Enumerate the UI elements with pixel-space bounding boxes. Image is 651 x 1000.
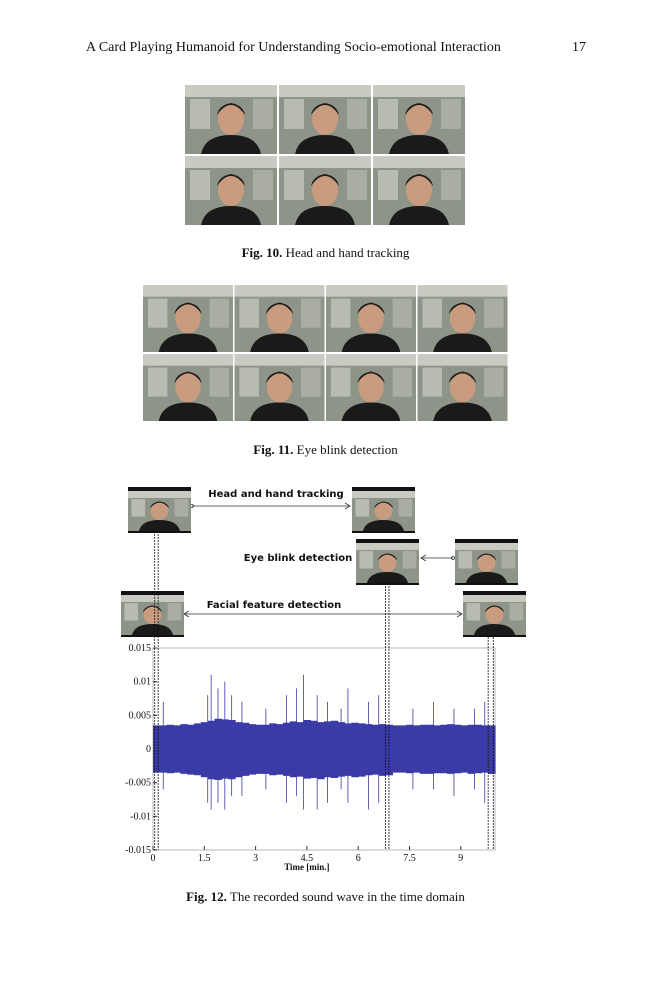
annotation: Facial feature detection xyxy=(207,600,342,611)
y-tick-label: 0.01 xyxy=(134,677,152,688)
photo xyxy=(185,156,277,225)
fig-caption: Eye blink detection xyxy=(296,442,398,457)
annotation: Head and hand tracking xyxy=(208,489,343,500)
fig10-photos xyxy=(185,85,465,225)
x-tick-label: 4.5 xyxy=(301,853,314,864)
page-number: 17 xyxy=(572,40,586,55)
photo xyxy=(234,285,325,352)
photo xyxy=(234,354,325,421)
photo xyxy=(463,595,526,635)
y-tick-label: 0.015 xyxy=(129,643,152,654)
photo xyxy=(373,85,465,154)
x-tick-label: 0 xyxy=(151,853,156,864)
x-tick-label: 3 xyxy=(253,853,258,864)
y-tick-label: -0.01 xyxy=(130,811,151,822)
photo xyxy=(417,354,508,421)
photo xyxy=(143,285,233,352)
photo xyxy=(143,354,233,421)
x-axis-label: Time [min.] xyxy=(284,862,329,872)
thumbnails xyxy=(121,487,526,637)
y-tick-label: -0.015 xyxy=(125,845,151,856)
x-tick-label: 9 xyxy=(458,853,463,864)
photo xyxy=(279,156,371,225)
photo xyxy=(121,595,184,635)
photo xyxy=(326,354,416,421)
annotation: Eye blink detection xyxy=(244,553,353,564)
x-tick-label: 7.5 xyxy=(403,853,416,864)
fig-label: Fig. 12. xyxy=(186,889,227,904)
y-tick-label: -0.005 xyxy=(125,778,151,789)
fig-caption: Head and hand tracking xyxy=(285,245,410,260)
fig-label: Fig. 10. xyxy=(241,245,283,260)
photo xyxy=(185,85,277,154)
photo xyxy=(352,491,415,531)
photo xyxy=(326,285,416,352)
x-tick-label: 1.5 xyxy=(198,853,211,864)
caption: Fig. 12. The recorded sound wave in the … xyxy=(0,889,651,905)
running-title: A Card Playing Humanoid for Understandin… xyxy=(86,40,501,55)
x-tick-label: 6 xyxy=(356,853,361,864)
fig-label: Fig. 11. xyxy=(253,442,294,457)
caption: Fig. 11. Eye blink detection xyxy=(0,442,651,458)
y-tick-label: 0.005 xyxy=(129,710,152,721)
fig12-diagram xyxy=(183,502,463,618)
photo xyxy=(455,543,518,583)
fig11-photos xyxy=(143,285,508,421)
fig-caption: The recorded sound wave in the time doma… xyxy=(229,889,465,904)
caption: Fig. 10. Head and hand tracking xyxy=(0,245,651,261)
photo xyxy=(128,491,191,531)
y-tick-label: 0 xyxy=(146,744,151,755)
photo xyxy=(373,156,465,225)
photo xyxy=(417,285,508,352)
photo xyxy=(279,85,371,154)
photo xyxy=(356,543,419,583)
